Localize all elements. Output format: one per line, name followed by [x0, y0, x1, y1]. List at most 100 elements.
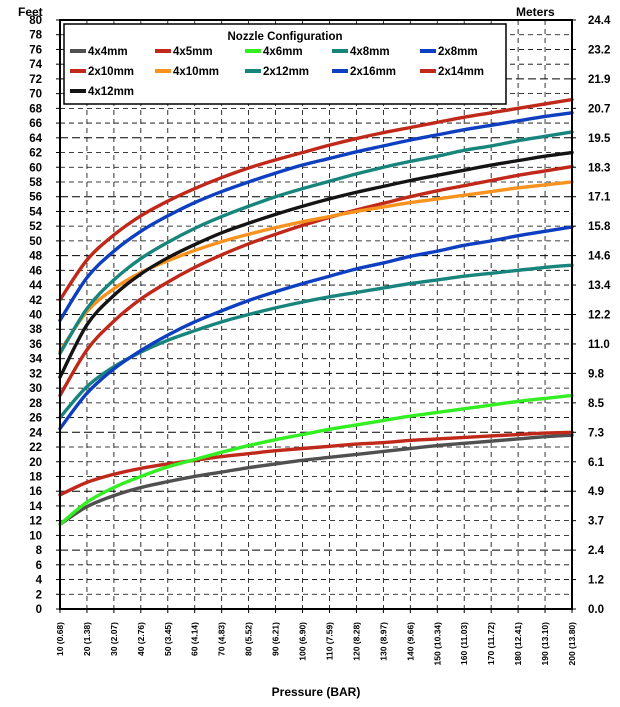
y-right-tick-label: 15.8	[588, 221, 611, 233]
legend-label: 4x5mm	[173, 46, 213, 58]
legend-label: 4x4mm	[88, 46, 128, 58]
y-left-tick-label: 52	[29, 221, 42, 233]
legend-box	[63, 23, 507, 105]
y-right-tick-label: 0.0	[588, 604, 604, 616]
x-tick-label: 140 (9.66)	[405, 622, 415, 661]
y-axis-left-label: Feet	[18, 5, 43, 19]
series-line-2x12mm	[58, 130, 574, 356]
y-left-tick-label: 16	[29, 486, 42, 498]
x-tick-label: 190 (13.10)	[540, 622, 550, 666]
y-left-tick-label: 54	[29, 206, 42, 218]
y-left-tick-label: 22	[29, 442, 42, 454]
y-left-tick-label: 62	[29, 148, 42, 160]
series-line-4x12mm	[58, 150, 574, 379]
y-left-tick-label: 20	[29, 457, 42, 469]
legend-label: 4x6mm	[263, 46, 303, 58]
series-line-2x14mm	[58, 97, 574, 302]
y-axis-right: 0.0 1.2 2.4 3.7 4.9 6.1 7.3 8.5 9.8 11.0 12.2 13.4 1…	[572, 15, 611, 616]
y-left-tick-label: 24	[29, 427, 42, 439]
y-right-tick-label: 18.3	[588, 162, 610, 174]
x-tick-label: 50 (3.45)	[163, 622, 173, 656]
y-left-tick-label: 4	[36, 575, 43, 587]
series-layer	[58, 97, 574, 527]
y-left-tick-label: 56	[29, 192, 42, 204]
x-tick-label: 130 (8.97)	[378, 622, 388, 661]
y-left-tick-label: 72	[29, 74, 42, 86]
y-left-tick-label: 78	[29, 30, 42, 42]
grid-layer	[60, 20, 572, 609]
y-left-tick-label: 68	[29, 103, 42, 115]
x-tick-label: 80 (5.52)	[244, 622, 254, 656]
x-axis: 10 (0.68) 20 (1.38) 30 (2.07) 40 (2.76) 50 (…	[55, 609, 577, 665]
y-right-tick-label: 4.9	[588, 486, 604, 498]
y-left-tick-label: 18	[29, 471, 42, 483]
x-tick-label: 70 (4.83)	[217, 622, 227, 656]
y-left-tick-label: 2	[36, 589, 42, 601]
y-right-tick-label: 13.4	[588, 280, 611, 292]
legend-title: Nozzle Configuration	[228, 31, 343, 43]
y-right-tick-label: 9.8	[588, 368, 605, 380]
series-line-2x16mm	[58, 111, 574, 323]
x-tick-label: 90 (6.21)	[271, 622, 281, 656]
y-left-tick-label: 46	[29, 265, 42, 277]
y-right-tick-label: 3.7	[588, 516, 604, 528]
y-right-tick-label: 17.1	[588, 192, 611, 204]
x-tick-label: 100 (6.90)	[298, 622, 308, 661]
y-left-tick-label: 30	[29, 383, 42, 395]
y-left-tick-label: 80	[29, 15, 42, 27]
y-left-tick-label: 36	[29, 339, 42, 351]
y-axis-left: 0246810121416182022242628303234363840424…	[29, 15, 60, 616]
x-tick-label: 40 (2.76)	[136, 622, 146, 656]
y-left-tick-label: 74	[29, 59, 42, 71]
y-right-tick-label: 1.2	[588, 575, 604, 587]
x-tick-label: 60 (4.14)	[190, 622, 200, 656]
y-left-tick-label: 28	[29, 398, 42, 410]
y-right-tick-label: 14.6	[588, 251, 610, 263]
x-tick-label: 200 (13.80)	[567, 622, 577, 666]
x-tick-label: 180 (12.41)	[513, 622, 523, 666]
y-right-tick-label: 8.5	[588, 398, 605, 410]
y-right-tick-label: 11.0	[588, 339, 610, 351]
y-left-tick-label: 44	[29, 280, 42, 292]
y-left-tick-label: 8	[36, 545, 43, 557]
x-tick-label: 110 (7.59)	[324, 622, 334, 660]
y-right-tick-label: 20.7	[588, 103, 610, 115]
y-axis-right-label: Meters	[516, 5, 555, 19]
y-right-tick-label: 7.3	[588, 427, 604, 439]
y-left-tick-label: 42	[29, 295, 42, 307]
y-left-tick-label: 32	[29, 368, 42, 380]
series-line-4x6mm	[58, 393, 574, 527]
y-left-tick-label: 66	[29, 118, 42, 130]
x-tick-label: 20 (1.38)	[82, 622, 92, 656]
x-tick-label: 30 (2.07)	[109, 622, 119, 656]
x-tick-label: 170 (11.72)	[486, 622, 496, 665]
legend-label: 4x12mm	[88, 86, 134, 98]
y-left-tick-label: 12	[29, 516, 42, 528]
x-tick-label: 10 (0.68)	[55, 622, 65, 656]
x-axis-label: Pressure (BAR)	[272, 685, 361, 699]
legend-label: 2x16mm	[350, 66, 396, 78]
legend: Nozzle Configuration 4x4mm 4x5mm 4x6mm 4x8m…	[63, 23, 507, 105]
y-left-tick-label: 38	[29, 324, 42, 336]
y-left-tick-label: 0	[36, 604, 42, 616]
y-left-tick-label: 26	[29, 413, 42, 425]
legend-label: 2x12mm	[263, 66, 309, 78]
series-line-2x8mm	[58, 225, 574, 431]
y-right-tick-label: 12.2	[588, 310, 610, 322]
y-left-tick-label: 34	[29, 354, 42, 366]
legend-label: 2x14mm	[438, 66, 484, 78]
series-line-4x5mm	[58, 430, 574, 497]
legend-label: 2x10mm	[88, 66, 134, 78]
y-right-tick-label: 6.1	[588, 457, 605, 469]
legend-label: 4x10mm	[173, 66, 219, 78]
y-left-tick-label: 60	[29, 162, 42, 174]
y-left-tick-label: 14	[29, 501, 42, 513]
y-left-tick-label: 50	[29, 236, 42, 248]
series-line-4x4mm	[58, 433, 574, 527]
series-line-2x10mm	[58, 164, 574, 398]
legend-items: 4x4mm 4x5mm 4x6mm 4x8mm 2x8mm 2x10mm 4x10mm 2x1…	[70, 46, 484, 98]
y-right-tick-label: 19.5	[588, 133, 611, 145]
legend-label: 4x8mm	[350, 46, 390, 58]
y-right-tick-label: 21.9	[588, 74, 610, 86]
